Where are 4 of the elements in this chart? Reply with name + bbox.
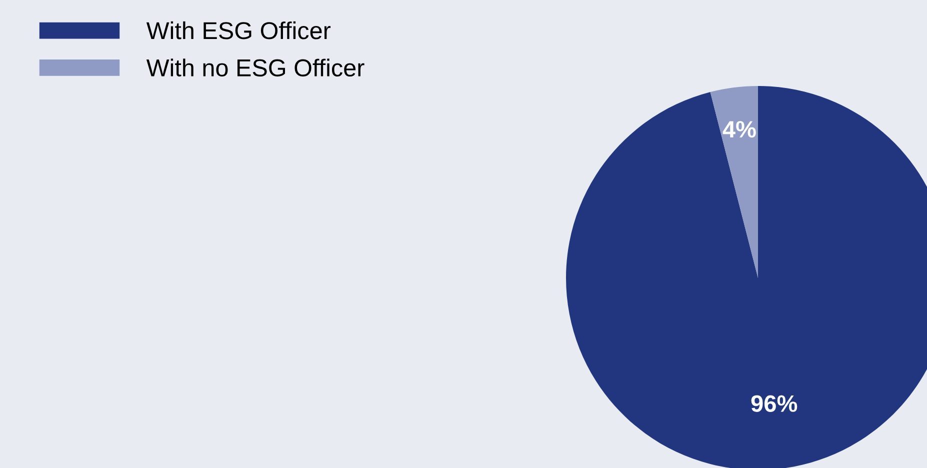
data-label: 4% [722, 121, 756, 138]
legend-label: With no ESG Officer [146, 58, 364, 77]
legend-label: With ESG Officer [146, 21, 331, 40]
data-label: 96% [751, 395, 798, 412]
